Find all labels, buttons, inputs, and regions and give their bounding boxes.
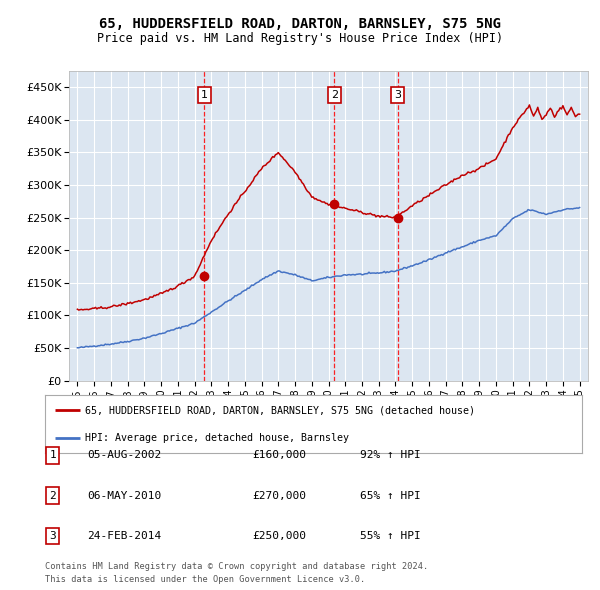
Text: 3: 3 [49,531,56,540]
Text: 65% ↑ HPI: 65% ↑ HPI [360,491,421,500]
Text: 1: 1 [201,90,208,100]
Text: 3: 3 [394,90,401,100]
Text: This data is licensed under the Open Government Licence v3.0.: This data is licensed under the Open Gov… [45,575,365,584]
Text: HPI: Average price, detached house, Barnsley: HPI: Average price, detached house, Barn… [85,433,349,443]
Text: Contains HM Land Registry data © Crown copyright and database right 2024.: Contains HM Land Registry data © Crown c… [45,562,428,571]
Text: £250,000: £250,000 [252,531,306,540]
Text: 65, HUDDERSFIELD ROAD, DARTON, BARNSLEY, S75 5NG (detached house): 65, HUDDERSFIELD ROAD, DARTON, BARNSLEY,… [85,405,475,415]
Text: 65, HUDDERSFIELD ROAD, DARTON, BARNSLEY, S75 5NG: 65, HUDDERSFIELD ROAD, DARTON, BARNSLEY,… [99,17,501,31]
Text: 1: 1 [49,451,56,460]
Text: £270,000: £270,000 [252,491,306,500]
Text: 92% ↑ HPI: 92% ↑ HPI [360,451,421,460]
Text: 2: 2 [49,491,56,500]
Text: 05-AUG-2002: 05-AUG-2002 [87,451,161,460]
Text: 24-FEB-2014: 24-FEB-2014 [87,531,161,540]
Text: 06-MAY-2010: 06-MAY-2010 [87,491,161,500]
Text: 55% ↑ HPI: 55% ↑ HPI [360,531,421,540]
Text: 2: 2 [331,90,338,100]
Text: £160,000: £160,000 [252,451,306,460]
Text: Price paid vs. HM Land Registry's House Price Index (HPI): Price paid vs. HM Land Registry's House … [97,32,503,45]
